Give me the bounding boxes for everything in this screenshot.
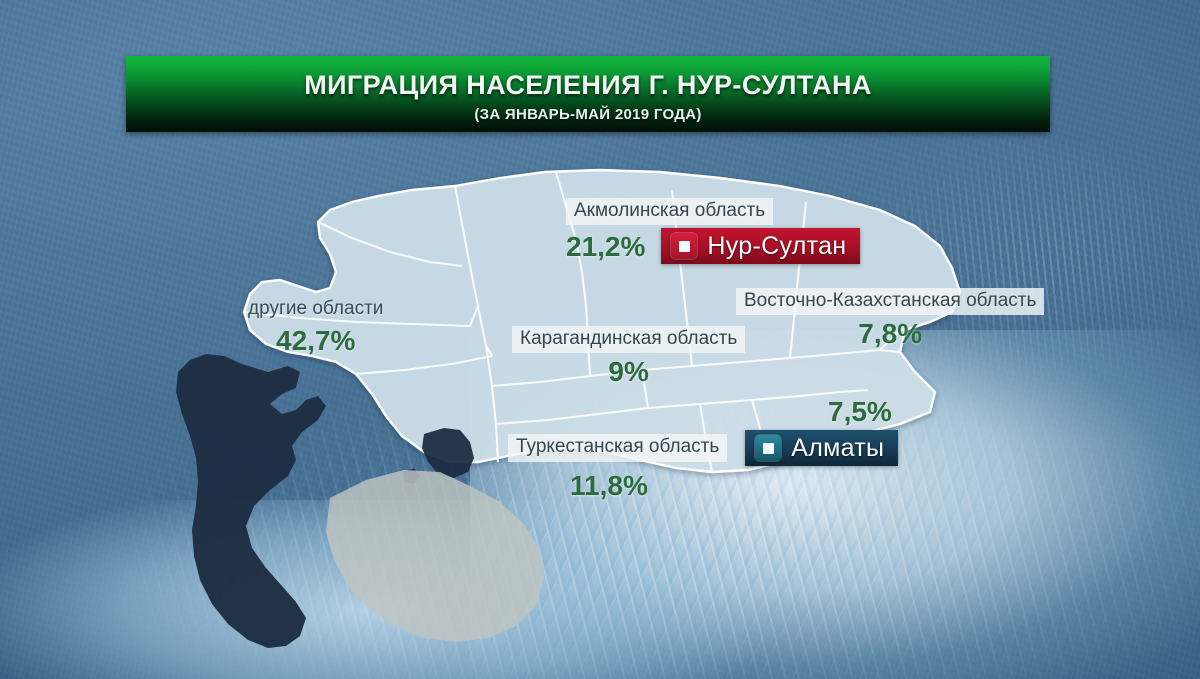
label-akmola: Акмолинская область 21,2% Нур-Султан	[566, 198, 861, 265]
label-akmola-percent: 21,2%	[566, 230, 646, 262]
label-almaty-region: 7,5%	[828, 396, 892, 427]
label-turkestan-percent: 11,8%	[570, 470, 648, 501]
page-subtitle: (ЗА ЯНВАРЬ-МАЙ 2019 ГОДА)	[474, 106, 702, 123]
label-east-kazakhstan: Восточно-Казахстанская область 7,8%	[736, 288, 1045, 350]
page-title: МИГРАЦИЯ НАСЕЛЕНИЯ Г. НУР-СУЛТАНА	[304, 70, 872, 100]
red-square-marker-icon	[671, 233, 698, 260]
label-karaganda: Карагандинская область 9%	[512, 326, 746, 388]
label-other-regions-name: другие области	[248, 298, 384, 319]
label-karaganda-percent: 9%	[608, 356, 649, 388]
city-badge-nursultan[interactable]: Нур-Султан	[661, 228, 861, 265]
label-east-kazakhstan-percent: 7,8%	[858, 318, 923, 350]
label-karaganda-name: Карагандинская область	[512, 326, 746, 354]
label-other-regions: другие области 42,7%	[248, 296, 383, 357]
label-turkestan-name: Туркестанская область	[508, 434, 728, 462]
city-badge-nursultan-label: Нур-Султан	[707, 231, 847, 260]
label-turkestan: Туркестанская область Алматы 11,8%	[508, 430, 899, 501]
title-banner: МИГРАЦИЯ НАСЕЛЕНИЯ Г. НУР-СУЛТАНА (ЗА ЯН…	[126, 56, 1050, 132]
teal-square-marker-icon	[755, 435, 782, 461]
label-almaty-region-percent: 7,5%	[828, 396, 892, 427]
label-akmola-name: Акмолинская область	[566, 198, 774, 226]
city-badge-almaty-label: Алматы	[791, 433, 885, 462]
label-east-kazakhstan-name: Восточно-Казахстанская область	[736, 288, 1045, 316]
neighbor-turkmenistan	[326, 470, 544, 642]
label-other-regions-percent: 42,7%	[276, 325, 356, 357]
city-badge-almaty[interactable]: Алматы	[745, 430, 899, 466]
